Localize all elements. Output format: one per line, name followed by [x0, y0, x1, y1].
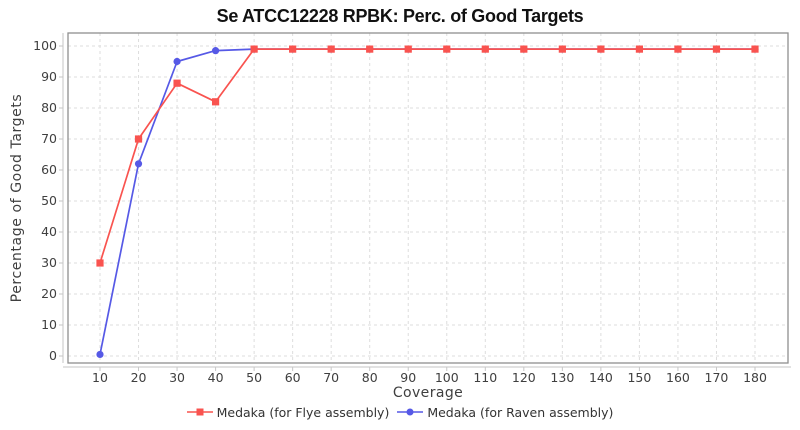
- marker-square: [481, 45, 489, 53]
- marker-square: [134, 135, 143, 143]
- marker-circle: [211, 47, 220, 55]
- marker-square: [712, 45, 721, 53]
- marker-square: [674, 45, 682, 53]
- x-tick-label: 150: [627, 370, 651, 385]
- marker-circle: [134, 160, 143, 168]
- marker-square: [597, 45, 605, 53]
- y-tick-label: 20: [41, 286, 57, 301]
- marker-square: [289, 45, 297, 53]
- marker-square: [404, 45, 412, 53]
- x-tick-label: 110: [473, 370, 497, 385]
- y-tick-label: 30: [41, 255, 57, 270]
- series-0: [96, 45, 759, 267]
- axes: [59, 33, 791, 371]
- x-tick-label: 130: [550, 370, 574, 385]
- marker-circle: [96, 350, 104, 359]
- marker-square: [751, 45, 759, 53]
- y-axis-title: Percentage of Good Targets: [9, 93, 25, 303]
- x-tick-label: 170: [705, 370, 729, 385]
- x-tick-label: 20: [131, 370, 147, 385]
- marker-square: [250, 45, 258, 53]
- legend-square-marker-icon: [186, 408, 213, 416]
- x-tick-label: 80: [362, 370, 378, 385]
- x-tick-label: 50: [246, 370, 262, 385]
- marker-square: [327, 45, 335, 53]
- legend-item-1: Medaka (for Raven assembly): [397, 405, 613, 420]
- legend-label: Medaka (for Flye assembly): [216, 404, 390, 420]
- legend-item-0: Medaka (for Flye assembly): [186, 404, 390, 420]
- x-axis-title: Coverage: [392, 385, 464, 401]
- marker-square: [558, 45, 566, 53]
- x-tick-label: 100: [435, 370, 459, 385]
- tick-labels: 10 20 30 40 50 60 70 80 90 100 110 120 130 140 150 160 1…: [33, 38, 767, 385]
- series-line-1: [99, 48, 756, 356]
- marker-circle: [173, 57, 181, 66]
- x-tick-label: 30: [169, 370, 185, 385]
- x-tick-label: 10: [92, 370, 108, 385]
- y-tick-label: 10: [41, 317, 57, 332]
- marker-square: [635, 45, 644, 53]
- x-tick-label: 120: [512, 370, 536, 385]
- series-line-0: [99, 48, 756, 264]
- x-tick-label: 160: [666, 370, 690, 385]
- x-tick-label: 70: [323, 370, 339, 385]
- x-tick-label: 60: [285, 370, 301, 385]
- legend-label: Medaka (for Raven assembly): [427, 404, 614, 420]
- x-tick-label: 180: [743, 370, 767, 385]
- marker-square: [211, 98, 220, 106]
- legend-circle: [406, 408, 414, 416]
- y-tick-label: 50: [41, 193, 57, 208]
- marker-square: [520, 45, 528, 53]
- x-tick-label: 90: [400, 370, 416, 385]
- y-tick-label: 40: [41, 224, 57, 239]
- x-tick-label: 140: [589, 370, 613, 385]
- legend-square: [196, 408, 204, 416]
- y-tick-label: 100: [33, 38, 57, 53]
- y-tick-label: 0: [49, 348, 57, 363]
- x-tick-label: 40: [208, 370, 224, 385]
- legend-circle-marker-icon: [397, 408, 424, 416]
- plot-frame: [67, 32, 789, 364]
- marker-square: [96, 259, 104, 267]
- y-tick-label: 60: [41, 162, 57, 177]
- legend: Medaka (for Flye assembly) Medaka (for Ra…: [0, 403, 800, 421]
- marker-square: [366, 45, 374, 53]
- marker-square: [443, 45, 451, 53]
- y-tick-label: 80: [41, 100, 57, 115]
- grid-lines: [68, 33, 788, 363]
- y-tick-label: 90: [41, 69, 57, 84]
- y-tick-label: 70: [41, 131, 57, 146]
- marker-square: [173, 79, 181, 87]
- chart-title: Se ATCC12228 RPBK: Perc. of Good Targets: [216, 6, 584, 26]
